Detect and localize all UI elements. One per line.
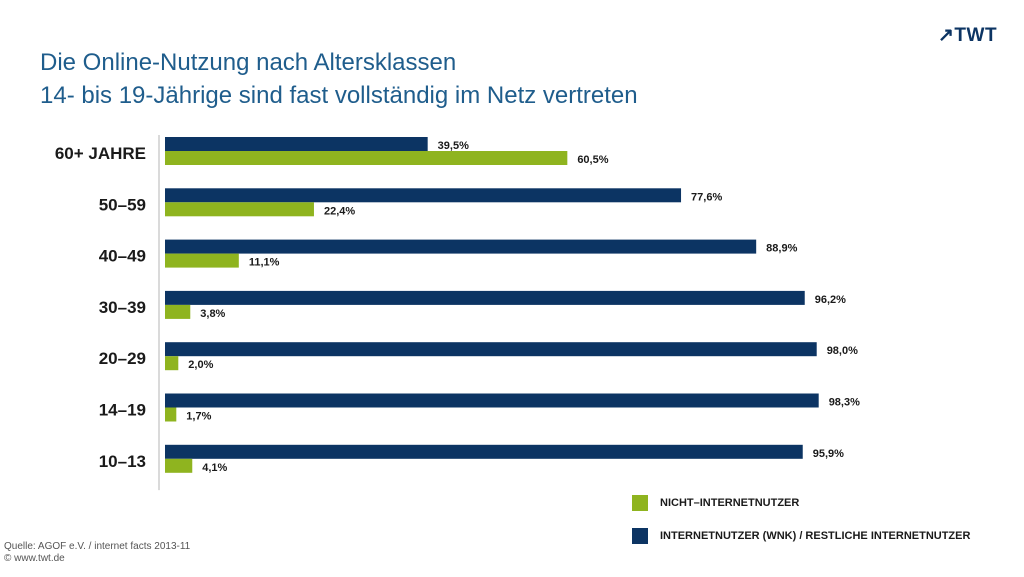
legend-label: INTERNETNUTZER (WNK) / RESTLICHE INTERNE… — [660, 530, 971, 542]
value-label-internetnutzer: 96,2% — [815, 294, 846, 306]
page-title: Die Online-Nutzung nach Altersklassen 14… — [40, 46, 638, 112]
legend-item-internetnutzer: INTERNETNUTZER (WNK) / RESTLICHE INTERNE… — [632, 527, 970, 545]
category-label: 30–39 — [99, 298, 146, 317]
value-label-nicht-internetnutzer: 3,8% — [200, 308, 225, 320]
bar-nicht-internetnutzer — [165, 253, 239, 268]
bar-internetnutzer — [165, 444, 803, 459]
category-label: 14–19 — [99, 401, 146, 420]
bar-internetnutzer — [165, 342, 817, 357]
chart-legend: NICHT–INTERNETNUTZER INTERNETNUTZER (WNK… — [632, 494, 970, 560]
bar-nicht-internetnutzer — [165, 202, 314, 217]
bar-internetnutzer — [165, 290, 805, 305]
bar-nicht-internetnutzer — [165, 356, 179, 371]
title-line-1: Die Online-Nutzung nach Altersklassen — [40, 49, 457, 76]
category-label: 10–13 — [99, 452, 146, 471]
value-label-nicht-internetnutzer: 2,0% — [188, 359, 213, 371]
value-label-internetnutzer: 77,6% — [691, 191, 722, 203]
category-label: 40–49 — [99, 247, 146, 266]
value-label-internetnutzer: 98,3% — [829, 397, 860, 409]
bar-internetnutzer — [165, 393, 819, 408]
legend-swatch-navy — [632, 528, 648, 544]
category-label: 20–29 — [99, 349, 146, 368]
legend-label: NICHT–INTERNETNUTZER — [660, 497, 800, 509]
value-label-internetnutzer: 98,0% — [827, 345, 858, 357]
value-label-nicht-internetnutzer: 60,5% — [577, 154, 608, 166]
value-label-nicht-internetnutzer: 4,1% — [202, 462, 227, 474]
logo-text: TWT — [954, 25, 998, 46]
bar-nicht-internetnutzer — [165, 151, 568, 165]
value-label-nicht-internetnutzer: 22,4% — [324, 205, 355, 217]
logo-arrow-icon: ↗ — [938, 25, 955, 46]
value-label-nicht-internetnutzer: 11,1% — [249, 257, 280, 269]
bar-nicht-internetnutzer — [165, 304, 191, 319]
copyright-line: © www.twt.de — [4, 553, 65, 564]
source-note: Quelle: AGOF e.V. / internet facts 2013-… — [4, 541, 190, 565]
value-label-internetnutzer: 95,9% — [813, 448, 844, 460]
bar-nicht-internetnutzer — [165, 458, 193, 473]
title-line-2: 14- bis 19-Jährige sind fast vollständig… — [40, 82, 638, 109]
value-label-nicht-internetnutzer: 1,7% — [186, 411, 211, 423]
bar-internetnutzer — [165, 239, 757, 254]
source-line: Quelle: AGOF e.V. / internet facts 2013-… — [4, 541, 191, 552]
category-label: 60+ JAHRE — [55, 144, 146, 163]
twt-logo: ↗TWT — [938, 24, 997, 47]
bar-nicht-internetnutzer — [165, 407, 177, 422]
bar-internetnutzer — [165, 137, 428, 151]
value-label-internetnutzer: 39,5% — [438, 140, 469, 152]
category-label: 50–59 — [99, 195, 146, 214]
value-label-internetnutzer: 88,9% — [766, 243, 797, 255]
legend-swatch-green — [632, 495, 648, 511]
legend-item-nicht-internetnutzer: NICHT–INTERNETNUTZER — [632, 494, 970, 512]
bar-internetnutzer — [165, 188, 682, 203]
